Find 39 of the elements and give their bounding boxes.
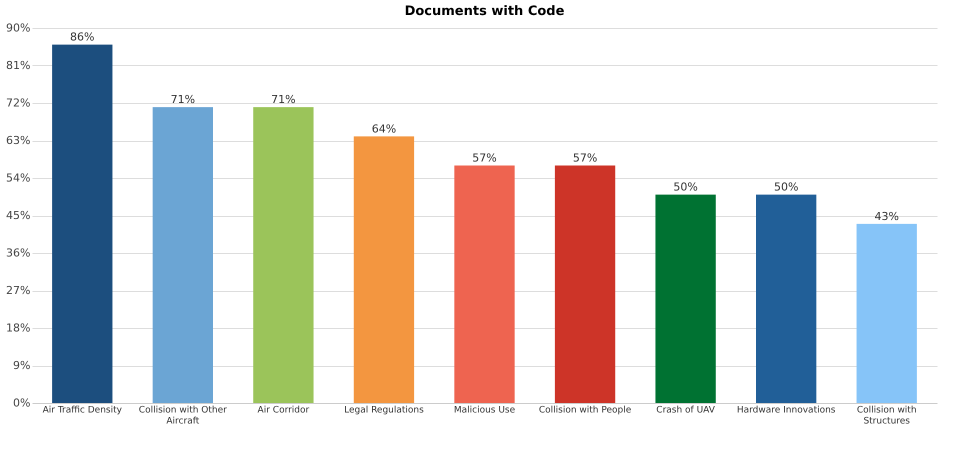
data-label: 50% bbox=[673, 180, 698, 194]
bar bbox=[756, 194, 816, 403]
x-tick-label: Collision with Other Aircraft bbox=[138, 406, 228, 426]
x-tick-label: Legal Regulations bbox=[344, 406, 424, 416]
data-label: 57% bbox=[472, 152, 497, 164]
data-label: 50% bbox=[774, 180, 798, 194]
data-label: 71% bbox=[271, 93, 296, 106]
bar bbox=[354, 136, 414, 403]
y-tick-label: 72% bbox=[6, 96, 30, 110]
y-tick-label: 0% bbox=[13, 396, 30, 410]
y-tick-label: 9% bbox=[13, 359, 30, 372]
bar bbox=[554, 166, 616, 403]
data-label: 71% bbox=[170, 93, 196, 106]
bar bbox=[253, 107, 314, 403]
data-label: 64% bbox=[372, 122, 396, 136]
bar bbox=[655, 194, 716, 403]
data-label: 43% bbox=[874, 210, 899, 223]
bar bbox=[856, 224, 917, 403]
y-tick-label: 54% bbox=[6, 172, 30, 184]
bar bbox=[152, 107, 213, 403]
x-tick-label: Air Corridor bbox=[258, 406, 310, 416]
chart-title: Documents with Code bbox=[404, 4, 565, 19]
x-tick-label: Crash of UAV bbox=[656, 406, 716, 416]
y-tick-label: 36% bbox=[6, 246, 30, 260]
x-tick-label: Collision with Structures bbox=[856, 406, 917, 426]
y-tick-label: 90% bbox=[6, 22, 30, 34]
x-tick-label: Air Traffic Density bbox=[42, 406, 123, 416]
bar bbox=[454, 166, 515, 403]
y-tick-label: 63% bbox=[6, 134, 30, 147]
y-tick-label: 81% bbox=[6, 59, 30, 72]
x-tick-label: Malicious Use bbox=[454, 406, 516, 416]
y-tick-label: 27% bbox=[6, 284, 30, 297]
y-tick-label: 45% bbox=[6, 209, 30, 222]
data-label: 86% bbox=[70, 30, 95, 44]
data-label: 57% bbox=[572, 152, 598, 164]
x-tick-label: Collision with People bbox=[538, 406, 632, 416]
x-tick-label: Hardware Innovations bbox=[736, 406, 836, 416]
bar bbox=[52, 44, 112, 403]
y-tick-label: 18% bbox=[6, 322, 30, 334]
